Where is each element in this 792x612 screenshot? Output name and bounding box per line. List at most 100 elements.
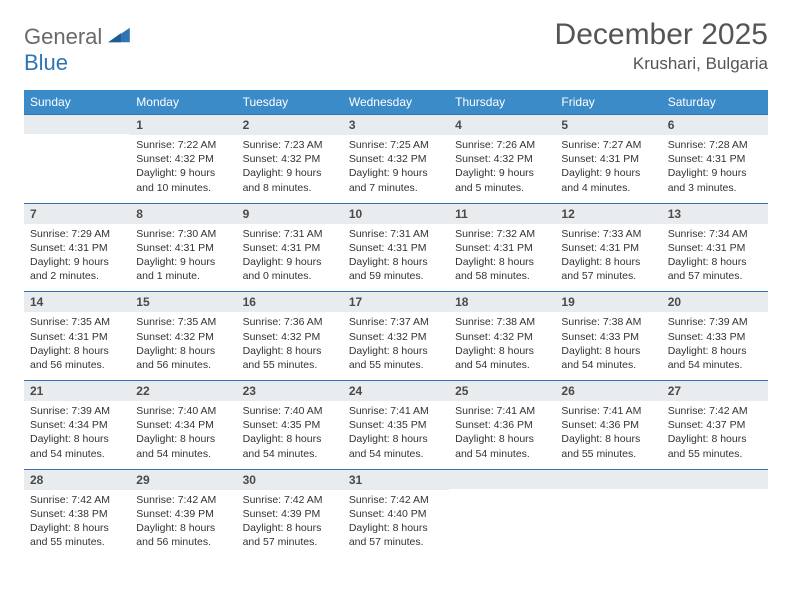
- table-row: 21Sunrise: 7:39 AMSunset: 4:34 PMDayligh…: [24, 380, 768, 469]
- day-details: [24, 134, 130, 196]
- sunrise-text: Sunrise: 7:38 AM: [455, 315, 549, 329]
- sunset-text: Sunset: 4:31 PM: [30, 241, 124, 255]
- dow-header: Friday: [555, 90, 661, 114]
- day-number: 18: [449, 291, 555, 312]
- sunrise-text: Sunrise: 7:42 AM: [30, 493, 124, 507]
- sunrise-text: Sunrise: 7:41 AM: [349, 404, 443, 418]
- day-details: [449, 489, 555, 551]
- day-details: Sunrise: 7:39 AMSunset: 4:33 PMDaylight:…: [662, 312, 768, 380]
- sunset-text: Sunset: 4:31 PM: [349, 241, 443, 255]
- day-details: Sunrise: 7:41 AMSunset: 4:35 PMDaylight:…: [343, 401, 449, 469]
- table-row: 14Sunrise: 7:35 AMSunset: 4:31 PMDayligh…: [24, 291, 768, 380]
- day-details: Sunrise: 7:27 AMSunset: 4:31 PMDaylight:…: [555, 135, 661, 203]
- day-details: [555, 489, 661, 551]
- day-number: 28: [24, 469, 130, 490]
- sunset-text: Sunset: 4:32 PM: [455, 330, 549, 344]
- calendar-cell: 22Sunrise: 7:40 AMSunset: 4:34 PMDayligh…: [130, 380, 236, 469]
- calendar-cell: 2Sunrise: 7:23 AMSunset: 4:32 PMDaylight…: [237, 114, 343, 203]
- calendar-cell: 21Sunrise: 7:39 AMSunset: 4:34 PMDayligh…: [24, 380, 130, 469]
- day-details: Sunrise: 7:39 AMSunset: 4:34 PMDaylight:…: [24, 401, 130, 469]
- sunrise-text: Sunrise: 7:34 AM: [668, 227, 762, 241]
- calendar-cell: 24Sunrise: 7:41 AMSunset: 4:35 PMDayligh…: [343, 380, 449, 469]
- sunset-text: Sunset: 4:32 PM: [136, 152, 230, 166]
- dow-header: Saturday: [662, 90, 768, 114]
- sunrise-text: Sunrise: 7:40 AM: [243, 404, 337, 418]
- daylight-text: Daylight: 9 hours and 0 minutes.: [243, 255, 337, 283]
- daylight-text: Daylight: 8 hours and 54 minutes.: [243, 432, 337, 460]
- daylight-text: Daylight: 9 hours and 10 minutes.: [136, 166, 230, 194]
- daylight-text: Daylight: 9 hours and 4 minutes.: [561, 166, 655, 194]
- calendar-cell: [24, 114, 130, 203]
- calendar-cell: 15Sunrise: 7:35 AMSunset: 4:32 PMDayligh…: [130, 291, 236, 380]
- day-details: Sunrise: 7:36 AMSunset: 4:32 PMDaylight:…: [237, 312, 343, 380]
- calendar-cell: 1Sunrise: 7:22 AMSunset: 4:32 PMDaylight…: [130, 114, 236, 203]
- calendar-cell: 17Sunrise: 7:37 AMSunset: 4:32 PMDayligh…: [343, 291, 449, 380]
- logo-text: General Blue: [24, 24, 130, 76]
- day-number: 29: [130, 469, 236, 490]
- sunset-text: Sunset: 4:39 PM: [243, 507, 337, 521]
- day-details: Sunrise: 7:41 AMSunset: 4:36 PMDaylight:…: [449, 401, 555, 469]
- logo-triangle-icon: [108, 26, 130, 44]
- day-details: Sunrise: 7:33 AMSunset: 4:31 PMDaylight:…: [555, 224, 661, 292]
- calendar-cell: 19Sunrise: 7:38 AMSunset: 4:33 PMDayligh…: [555, 291, 661, 380]
- daylight-text: Daylight: 9 hours and 7 minutes.: [349, 166, 443, 194]
- daylight-text: Daylight: 8 hours and 56 minutes.: [136, 521, 230, 549]
- day-details: Sunrise: 7:35 AMSunset: 4:32 PMDaylight:…: [130, 312, 236, 380]
- calendar-cell: 23Sunrise: 7:40 AMSunset: 4:35 PMDayligh…: [237, 380, 343, 469]
- day-number: 23: [237, 380, 343, 401]
- daylight-text: Daylight: 8 hours and 54 minutes.: [455, 432, 549, 460]
- day-details: Sunrise: 7:38 AMSunset: 4:33 PMDaylight:…: [555, 312, 661, 380]
- table-row: 1Sunrise: 7:22 AMSunset: 4:32 PMDaylight…: [24, 114, 768, 203]
- day-details: Sunrise: 7:32 AMSunset: 4:31 PMDaylight:…: [449, 224, 555, 292]
- daylight-text: Daylight: 8 hours and 55 minutes.: [349, 344, 443, 372]
- sunrise-text: Sunrise: 7:35 AM: [136, 315, 230, 329]
- day-number: 31: [343, 469, 449, 490]
- calendar-cell: 28Sunrise: 7:42 AMSunset: 4:38 PMDayligh…: [24, 469, 130, 558]
- calendar-cell: 8Sunrise: 7:30 AMSunset: 4:31 PMDaylight…: [130, 203, 236, 292]
- logo-word-blue: Blue: [24, 50, 68, 75]
- day-details: Sunrise: 7:42 AMSunset: 4:40 PMDaylight:…: [343, 490, 449, 558]
- day-details: Sunrise: 7:29 AMSunset: 4:31 PMDaylight:…: [24, 224, 130, 292]
- day-number: 21: [24, 380, 130, 401]
- day-details: Sunrise: 7:40 AMSunset: 4:35 PMDaylight:…: [237, 401, 343, 469]
- day-number: 5: [555, 114, 661, 135]
- sunset-text: Sunset: 4:40 PM: [349, 507, 443, 521]
- calendar-cell: 4Sunrise: 7:26 AMSunset: 4:32 PMDaylight…: [449, 114, 555, 203]
- sunrise-text: Sunrise: 7:32 AM: [455, 227, 549, 241]
- sunrise-text: Sunrise: 7:42 AM: [243, 493, 337, 507]
- title-block: December 2025 Krushari, Bulgaria: [555, 18, 768, 74]
- day-number: [555, 469, 661, 489]
- day-details: Sunrise: 7:30 AMSunset: 4:31 PMDaylight:…: [130, 224, 236, 292]
- calendar-cell: 26Sunrise: 7:41 AMSunset: 4:36 PMDayligh…: [555, 380, 661, 469]
- day-details: Sunrise: 7:42 AMSunset: 4:37 PMDaylight:…: [662, 401, 768, 469]
- day-number: 12: [555, 203, 661, 224]
- sunrise-text: Sunrise: 7:37 AM: [349, 315, 443, 329]
- sunrise-text: Sunrise: 7:25 AM: [349, 138, 443, 152]
- day-number: 2: [237, 114, 343, 135]
- daylight-text: Daylight: 8 hours and 59 minutes.: [349, 255, 443, 283]
- day-of-week-row: SundayMondayTuesdayWednesdayThursdayFrid…: [24, 90, 768, 114]
- day-number: 6: [662, 114, 768, 135]
- daylight-text: Daylight: 8 hours and 55 minutes.: [243, 344, 337, 372]
- sunset-text: Sunset: 4:31 PM: [561, 241, 655, 255]
- calendar-cell: 7Sunrise: 7:29 AMSunset: 4:31 PMDaylight…: [24, 203, 130, 292]
- daylight-text: Daylight: 8 hours and 55 minutes.: [668, 432, 762, 460]
- day-number: 25: [449, 380, 555, 401]
- calendar-cell: 20Sunrise: 7:39 AMSunset: 4:33 PMDayligh…: [662, 291, 768, 380]
- daylight-text: Daylight: 9 hours and 5 minutes.: [455, 166, 549, 194]
- sunset-text: Sunset: 4:32 PM: [243, 330, 337, 344]
- sunset-text: Sunset: 4:31 PM: [561, 152, 655, 166]
- sunset-text: Sunset: 4:31 PM: [30, 330, 124, 344]
- day-details: Sunrise: 7:38 AMSunset: 4:32 PMDaylight:…: [449, 312, 555, 380]
- dow-header: Tuesday: [237, 90, 343, 114]
- day-number: 26: [555, 380, 661, 401]
- sunset-text: Sunset: 4:34 PM: [30, 418, 124, 432]
- daylight-text: Daylight: 8 hours and 57 minutes.: [561, 255, 655, 283]
- calendar-cell: 9Sunrise: 7:31 AMSunset: 4:31 PMDaylight…: [237, 203, 343, 292]
- day-details: Sunrise: 7:40 AMSunset: 4:34 PMDaylight:…: [130, 401, 236, 469]
- calendar-cell: 31Sunrise: 7:42 AMSunset: 4:40 PMDayligh…: [343, 469, 449, 558]
- sunset-text: Sunset: 4:33 PM: [668, 330, 762, 344]
- calendar-cell: 13Sunrise: 7:34 AMSunset: 4:31 PMDayligh…: [662, 203, 768, 292]
- daylight-text: Daylight: 8 hours and 54 minutes.: [668, 344, 762, 372]
- sunrise-text: Sunrise: 7:23 AM: [243, 138, 337, 152]
